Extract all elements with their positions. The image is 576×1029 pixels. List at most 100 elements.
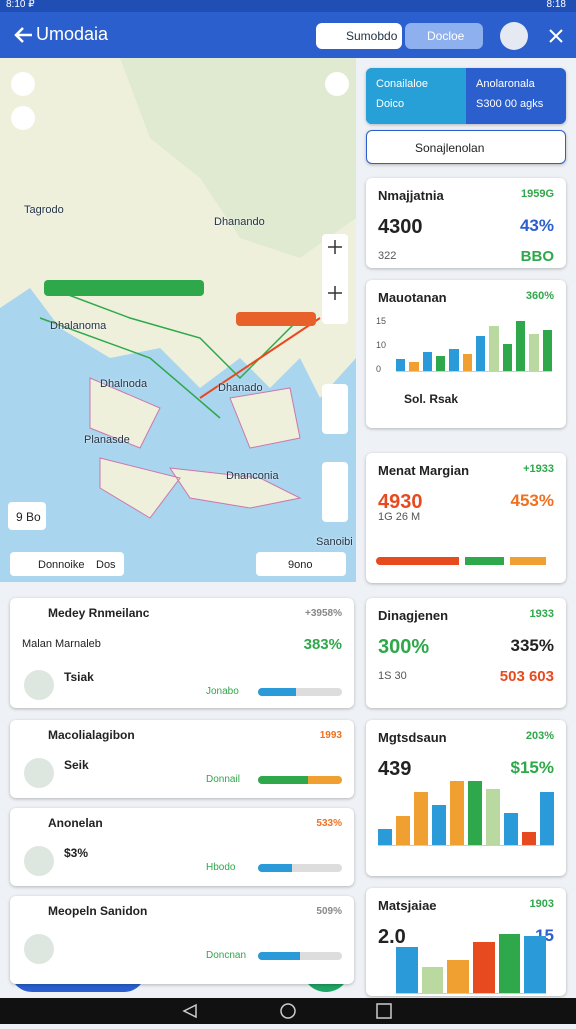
bar bbox=[515, 321, 526, 371]
progress-track bbox=[258, 688, 342, 696]
bar bbox=[498, 933, 521, 993]
progress-segment bbox=[510, 557, 547, 565]
list-card: Medey Rnmeilanc +3958% Malan Marnaleb 383% T… bbox=[10, 598, 354, 708]
card-pct: 453% bbox=[510, 491, 554, 510]
bar bbox=[522, 832, 536, 845]
card-title: Nmajjatnia bbox=[378, 188, 444, 203]
card-title: Meopeln Sanidon bbox=[48, 904, 148, 918]
map-legend: Donnoike bbox=[38, 559, 85, 571]
list-card: Anonelan 533% $3% Hbodo bbox=[10, 808, 354, 886]
card-tag: 1903 bbox=[529, 898, 554, 910]
close-icon[interactable] bbox=[548, 28, 564, 44]
card-title: Macolialagibon bbox=[48, 728, 135, 742]
card-title: Mgtsdsaun bbox=[378, 730, 447, 745]
bar bbox=[450, 781, 464, 845]
progress-segment bbox=[258, 688, 296, 696]
stat-card: Menat Margian +1933 4930 453% 1G 26 M bbox=[366, 453, 566, 583]
progress-track bbox=[258, 776, 342, 784]
card-sub: Sol. Rsak bbox=[404, 392, 459, 406]
back-icon[interactable] bbox=[14, 26, 34, 44]
bar-chart bbox=[396, 310, 552, 372]
card-tag: +1933 bbox=[523, 463, 554, 475]
progress-segment bbox=[258, 864, 292, 872]
card-title: Matsjaiae bbox=[378, 898, 437, 913]
item-detail: Hbodo bbox=[206, 862, 236, 873]
item-icon bbox=[24, 670, 54, 700]
avatar[interactable] bbox=[500, 22, 528, 50]
bar bbox=[396, 358, 406, 371]
item-detail: Doncnan bbox=[206, 950, 247, 961]
progress-track bbox=[258, 952, 342, 960]
map-corner: 9ono bbox=[288, 559, 313, 571]
tab[interactable]: Conailaloe Doico bbox=[366, 68, 466, 124]
map-scale: 9 Bo bbox=[16, 510, 41, 524]
bar bbox=[432, 805, 446, 845]
nav-bar bbox=[0, 998, 576, 1024]
card-tag: 1959G bbox=[520, 188, 554, 200]
bar bbox=[489, 326, 499, 371]
tab-title: Anolaronala bbox=[476, 78, 535, 90]
status-right: 8:18 bbox=[546, 0, 566, 10]
card-title: Medey Rnmeilanc bbox=[48, 606, 150, 620]
bar bbox=[396, 946, 418, 993]
card-sub: Malan Marnaleb bbox=[22, 638, 101, 650]
tab-bar: Conailaloe Doico Anolaronala S300 00 agks bbox=[366, 68, 566, 124]
progress-segment bbox=[258, 952, 300, 960]
header-title: Umodaia bbox=[36, 24, 109, 44]
tab[interactable]: Anolaronala S300 00 agks bbox=[466, 68, 566, 124]
card-tag: 1993 bbox=[319, 730, 342, 741]
card-title: Mauotanan bbox=[378, 290, 447, 305]
map-label: Dhalnoda bbox=[100, 378, 148, 390]
bar bbox=[502, 343, 512, 371]
bar bbox=[396, 816, 410, 845]
card-value: 439 bbox=[378, 758, 412, 780]
card-tag: 203% bbox=[525, 730, 554, 742]
card-sub: 322 bbox=[378, 250, 397, 262]
bar bbox=[447, 960, 470, 993]
map-label: Sanoibi bbox=[316, 536, 353, 548]
stat-card: Nmajjatnia 1959G 4300 43% 322 BBO bbox=[366, 178, 566, 268]
item-name: $3% bbox=[64, 846, 89, 860]
bar bbox=[473, 941, 495, 993]
item-name: Seik bbox=[64, 758, 89, 772]
bar bbox=[475, 336, 486, 371]
item-detail: Donnail bbox=[206, 774, 240, 785]
stat-card: Mgtsdsaun 203% 439 $15% bbox=[366, 720, 566, 876]
item-detail: Jonabo bbox=[206, 686, 239, 697]
card-pct: 43% bbox=[519, 216, 554, 235]
bar bbox=[524, 936, 547, 993]
button[interactable]: Sumobdo bbox=[316, 23, 402, 49]
bar bbox=[435, 356, 446, 371]
bar-chart bbox=[378, 766, 554, 846]
search-box[interactable]: Sonajlenolan bbox=[366, 130, 566, 164]
bar bbox=[421, 966, 444, 993]
card-tag: +3958% bbox=[305, 608, 342, 619]
list-card: Macolialagibon 1993 Seik Donnail bbox=[10, 720, 354, 798]
card-value: 4300 bbox=[378, 216, 423, 238]
stat-card: Mauotanan 360% 15 10 0 Sol. Rsak bbox=[366, 280, 566, 428]
bar-chart bbox=[396, 928, 547, 994]
bar bbox=[542, 330, 552, 371]
card-sub: 1S 30 bbox=[378, 670, 407, 682]
tab-title: Conailaloe bbox=[376, 78, 428, 90]
progress-segment bbox=[376, 557, 459, 565]
bar bbox=[414, 792, 428, 845]
map bbox=[0, 58, 356, 582]
progress-segment bbox=[308, 776, 342, 784]
bar bbox=[529, 333, 539, 371]
card-value: 2.0 bbox=[378, 926, 406, 948]
card-sub: 1G 26 M bbox=[378, 511, 421, 523]
bar bbox=[422, 352, 432, 371]
card-tag: 533% bbox=[316, 818, 342, 829]
card-pct: 383% bbox=[303, 636, 342, 653]
card-sub2: 503 603 bbox=[499, 668, 554, 685]
progress-segment bbox=[464, 557, 505, 565]
bar bbox=[378, 829, 392, 845]
progress-segment bbox=[258, 776, 309, 784]
button[interactable]: Docloe bbox=[405, 23, 483, 49]
card-value: 4930 bbox=[378, 491, 423, 513]
tab-sub: S300 00 agks bbox=[476, 98, 544, 110]
axis-label: 0 bbox=[376, 364, 382, 374]
